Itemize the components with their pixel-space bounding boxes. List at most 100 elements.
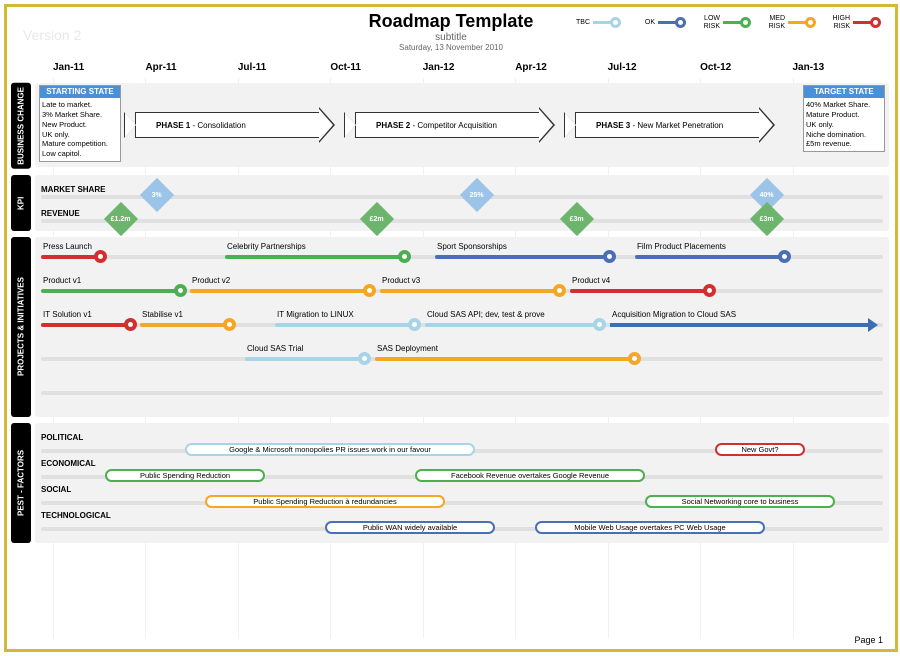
section-kpi: KPI MARKET SHARE3%25%40%REVENUE£1.2m£2m£… (11, 175, 889, 231)
timeline-tick: Apr-12 (515, 62, 607, 80)
legend-item: HIGH RISK (826, 15, 881, 30)
timeline-tick: Oct-11 (330, 62, 422, 80)
pest-pill: Google & Microsoft monopolies PR issues … (185, 443, 475, 456)
section-label-bc: BUSINESS CHANGE (11, 83, 31, 169)
pest-pill: Public WAN widely available (325, 521, 495, 534)
pest-pill: Public Spending Reduction à redundancies (205, 495, 445, 508)
kpi-body: MARKET SHARE3%25%40%REVENUE£1.2m£2m£3m£3… (35, 175, 889, 231)
bar-end-icon (223, 318, 236, 331)
bar-label: Product v4 (572, 276, 610, 285)
phase-arrow: PHASE 3 - New Market Penetration (575, 112, 775, 138)
bar-label: Stabilise v1 (142, 310, 183, 319)
phase-arrow: PHASE 2 - Competitor Acquisition (355, 112, 555, 138)
project-bar: Celebrity Partnerships (225, 255, 405, 259)
pest-row-label: ECONOMICAL (41, 459, 96, 468)
pest-pill: Social Networking core to business (645, 495, 835, 508)
watermark: Version 2 (23, 27, 81, 43)
bar-end-icon (398, 250, 411, 263)
bar-label: Product v2 (192, 276, 230, 285)
bar-end-icon (628, 352, 641, 365)
bar-end-icon (593, 318, 606, 331)
pest-pill: Facebook Revenue overtakes Google Revenu… (415, 469, 645, 482)
bar-label: IT Migration to LINUX (277, 310, 354, 319)
timeline-tick: Jul-11 (238, 62, 330, 80)
pest-row-label: POLITICAL (41, 433, 83, 442)
project-bar: Product v1 (41, 289, 181, 293)
section-business-change: BUSINESS CHANGE STARTING STATELate to ma… (11, 83, 889, 169)
bar-label: Cloud SAS Trial (247, 344, 303, 353)
bar-end-icon (703, 284, 716, 297)
bar-end-icon (94, 250, 107, 263)
bar-end-icon (174, 284, 187, 297)
section-label-kpi: KPI (11, 175, 31, 231)
legend-label: TBC (566, 19, 590, 27)
section-projects: PROJECTS & INITIATIVES Press Launch Celeb… (11, 237, 889, 417)
project-lane (41, 391, 883, 395)
legend-lollipop-icon (723, 17, 751, 28)
legend-item: LOW RISK (696, 15, 751, 30)
legend-label: MED RISK (761, 15, 785, 30)
bar-label: Acquisition Migration to Cloud SAS (612, 310, 736, 319)
content: BUSINESS CHANGE STARTING STATELate to ma… (11, 83, 889, 629)
kpi-diamond: £3m (560, 202, 594, 236)
legend: TBC OK LOW RISK MED RISK HIGH RISK (566, 15, 881, 30)
state-box: TARGET STATE40% Market Share.Mature Prod… (803, 85, 885, 152)
legend-lollipop-icon (788, 17, 816, 28)
pest-row-label: TECHNOLOGICAL (41, 511, 111, 520)
kpi-diamond: £3m (750, 202, 784, 236)
legend-label: OK (631, 19, 655, 27)
timeline-tick: Apr-11 (145, 62, 237, 80)
pest-pill: Mobile Web Usage overtakes PC Web Usage (535, 521, 765, 534)
timeline-tick: Oct-12 (700, 62, 792, 80)
project-bar: Acquisition Migration to Cloud SAS (610, 323, 870, 327)
bar-label: Cloud SAS API; dev, test & prove (427, 310, 545, 319)
legend-item: OK (631, 17, 686, 28)
pest-pill: Public Spending Reduction (105, 469, 265, 482)
roadmap-frame: Version 2 Roadmap Template subtitle Satu… (4, 4, 898, 652)
project-bar: Product v4 (570, 289, 710, 293)
legend-lollipop-icon (853, 17, 881, 28)
kpi-diamond: £2m (360, 202, 394, 236)
legend-lollipop-icon (593, 17, 621, 28)
section-label-projects: PROJECTS & INITIATIVES (11, 237, 31, 417)
bar-end-icon (124, 318, 137, 331)
bar-label: SAS Deployment (377, 344, 438, 353)
legend-label: HIGH RISK (826, 15, 850, 30)
bar-end-icon (363, 284, 376, 297)
kpi-row: MARKET SHARE3%25%40% (35, 181, 889, 203)
bar-end-icon (408, 318, 421, 331)
section-label-pest: PEST - FACTORS (11, 423, 31, 543)
legend-item: MED RISK (761, 15, 816, 30)
project-bar: IT Solution v1 (41, 323, 131, 327)
bar-end-icon (553, 284, 566, 297)
page-date: Saturday, 13 November 2010 (7, 43, 895, 52)
project-bar: Cloud SAS Trial (245, 357, 365, 361)
timeline-tick: Jan-13 (793, 62, 885, 80)
project-bar: Film Product Placements (635, 255, 785, 259)
timeline-tick: Jul-12 (608, 62, 700, 80)
bar-end-icon (603, 250, 616, 263)
project-bar: Cloud SAS API; dev, test & prove (425, 323, 600, 327)
bar-end-icon (358, 352, 371, 365)
kpi-row: REVENUE£1.2m£2m£3m£3m (35, 205, 889, 227)
project-bar: Press Launch (41, 255, 101, 259)
legend-item: TBC (566, 17, 621, 28)
phase-arrow: PHASE 1 - Consolidation (135, 112, 335, 138)
bar-label: Press Launch (43, 242, 92, 251)
bar-label: Sport Sponsorships (437, 242, 507, 251)
project-bar: Sport Sponsorships (435, 255, 610, 259)
pest-pill: New Govt? (715, 443, 805, 456)
timeline-tick: Jan-12 (423, 62, 515, 80)
bar-label: Product v1 (43, 276, 81, 285)
page-subtitle: subtitle (7, 32, 895, 43)
bar-label: Product v3 (382, 276, 420, 285)
timeline-axis: Jan-11Apr-11Jul-11Oct-11Jan-12Apr-12Jul-… (53, 62, 885, 80)
projects-body: Press Launch Celebrity Partnerships Sport … (35, 237, 889, 417)
project-bar: Product v3 (380, 289, 560, 293)
pest-row-label: SOCIAL (41, 485, 71, 494)
project-bar: Product v2 (190, 289, 370, 293)
project-bar: Stabilise v1 (140, 323, 230, 327)
bc-body: STARTING STATELate to market.3% Market S… (35, 83, 889, 167)
section-pest: PEST - FACTORS POLITICAL ECONOMICAL SOCIAL… (11, 423, 889, 543)
legend-lollipop-icon (658, 17, 686, 28)
